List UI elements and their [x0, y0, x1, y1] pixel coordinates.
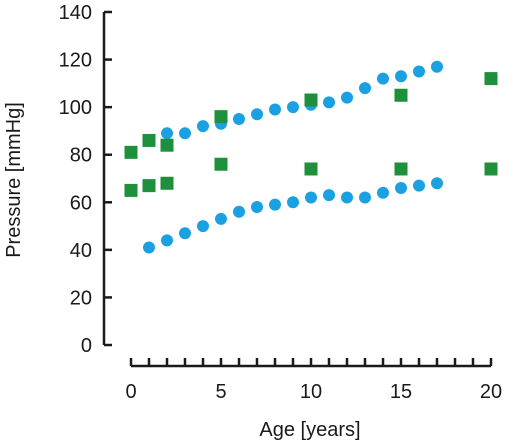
data-point-square: [124, 145, 138, 159]
data-point-circle: [377, 186, 389, 199]
data-point-circle: [251, 201, 263, 214]
x-tick-label: 5: [215, 381, 226, 403]
data-point-circle: [251, 108, 263, 121]
data-point-circle: [269, 103, 281, 116]
data-point-circle: [287, 196, 299, 209]
data-point-circle: [161, 234, 173, 247]
y-tick-label: 80: [70, 145, 92, 167]
data-point-square: [484, 162, 498, 176]
data-point-circle: [179, 227, 191, 240]
data-point-square: [142, 133, 156, 147]
x-axis-title: Age [years]: [259, 419, 360, 441]
data-point-square: [394, 88, 408, 102]
data-point-circle: [143, 241, 155, 254]
data-point-square: [160, 176, 174, 190]
data-point-circle: [413, 179, 425, 192]
y-tick-label: 120: [59, 50, 92, 72]
data-point-circle: [269, 198, 281, 211]
data-point-square: [124, 183, 138, 197]
data-point-circle: [323, 96, 335, 109]
data-point-square: [394, 162, 408, 176]
data-point-circle: [341, 91, 353, 104]
x-tick-label: 0: [125, 381, 136, 403]
data-point-circle: [431, 177, 443, 190]
data-point-circle: [323, 189, 335, 202]
data-point-circle: [215, 212, 227, 225]
data-point-circle: [161, 127, 173, 140]
data-point-circle: [305, 191, 317, 204]
data-point-circle: [395, 182, 407, 195]
data-point-circle: [359, 191, 371, 204]
data-point-circle: [179, 127, 191, 140]
series-2: [143, 177, 443, 254]
y-axis-title: Pressure [mmHg]: [3, 102, 25, 258]
x-axis: 0 5 10 15 20: [125, 358, 502, 403]
data-point-circle: [287, 101, 299, 114]
data-point-circle: [413, 65, 425, 78]
data-point-circle: [197, 120, 209, 133]
y-tick-label: 20: [70, 287, 92, 309]
y-tick-label: 140: [59, 2, 92, 24]
data-point-circle: [197, 220, 209, 233]
data-point-square: [214, 157, 228, 171]
series-3: [124, 72, 498, 159]
data-point-square: [214, 110, 228, 124]
data-point-circle: [233, 205, 245, 218]
y-axis: 0 20 40 60 80 100 120 140: [59, 2, 112, 357]
data-point-circle: [341, 191, 353, 204]
series-4: [124, 157, 498, 197]
y-tick-label: 100: [59, 97, 92, 119]
y-tick-label: 40: [70, 240, 92, 262]
x-tick-label: 10: [300, 381, 322, 403]
data-point-square: [142, 179, 156, 193]
data-point-circle: [395, 70, 407, 83]
y-tick-label: 0: [81, 335, 92, 357]
data-point-square: [304, 93, 318, 107]
data-points: [124, 60, 498, 254]
data-point-square: [304, 162, 318, 176]
series-1: [143, 60, 443, 147]
y-tick-label: 60: [70, 192, 92, 214]
data-point-circle: [233, 113, 245, 126]
x-tick-label: 15: [390, 381, 412, 403]
data-point-square: [160, 138, 174, 152]
x-tick-label: 20: [480, 381, 502, 403]
data-point-square: [484, 72, 498, 86]
data-point-circle: [377, 72, 389, 85]
data-point-circle: [431, 60, 443, 73]
data-point-circle: [359, 82, 371, 95]
